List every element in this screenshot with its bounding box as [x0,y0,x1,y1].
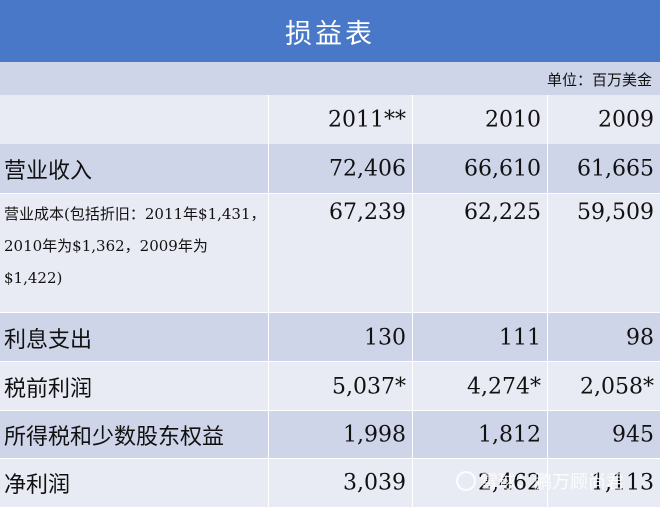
row-value: 2,462 [478,470,541,496]
header-cell: 2010 [412,95,547,144]
watermark: 雪球：鹏万顾尚君 [456,468,624,494]
row-value: 1,113 [591,470,654,496]
header-cell: 2009 [547,95,660,144]
table-title: 损益表 [285,18,375,50]
row-label: 所得税和少数股东权益 [4,425,225,450]
row-value: 59,509 [577,200,654,225]
row-value: 2,058* [580,374,654,399]
row-value: 1,812 [478,422,541,448]
table-row: 所得税和少数股东权益 1,998 1,812 945 [0,410,660,459]
row-value: 945 [612,422,654,448]
row-value: 5,037* [332,374,406,399]
column-2011: 2011** [328,107,406,132]
row-value: 4,274* [467,374,541,399]
table-row: 营业成本(包括折旧：2011年$1,431，2010年为$1,362，2009年… [0,193,660,313]
watermark-text: 雪球：鹏万顾尚君 [480,472,624,493]
column-2010: 2010 [485,107,541,132]
row-value: 1,998 [343,422,406,448]
header-blank-cell [0,95,268,144]
row-value: 98 [626,325,654,350]
column-2009: 2009 [598,107,654,132]
row-value: 66,610 [464,156,541,181]
row-label: 净利润 [4,473,71,498]
row-value: 72,406 [329,156,406,181]
table-row: 利息支出 130 111 98 [0,312,660,362]
unit-label: 单位：百万美金 [546,71,652,89]
row-value: 3,039 [343,470,406,496]
row-value: 111 [499,325,541,350]
table-title-bar: 损益表 [0,0,660,62]
unit-row: 单位：百万美金 [0,62,660,95]
header-cell: 2011** [268,95,412,144]
row-label-multiline: 营业成本(包括折旧：2011年$1,431，2010年为$1,362，2009年… [4,205,266,287]
row-value: 130 [364,325,406,350]
row-value: 61,665 [577,156,654,181]
row-value: 67,239 [329,200,406,225]
table-row: 税前利润 5,037* 4,274* 2,058* [0,361,660,411]
row-label: 营业收入 [4,158,93,184]
snowball-logo-icon [456,471,476,491]
table-row: 营业收入 72,406 66,610 61,665 [0,144,660,193]
row-value: 62,225 [464,200,541,225]
row-label: 利息支出 [4,327,93,353]
table-row: 净利润 3,039 2,462 1,113 [0,458,660,507]
column-header-row: 2011** 2010 2009 [0,95,660,144]
row-label: 税前利润 [4,376,93,402]
